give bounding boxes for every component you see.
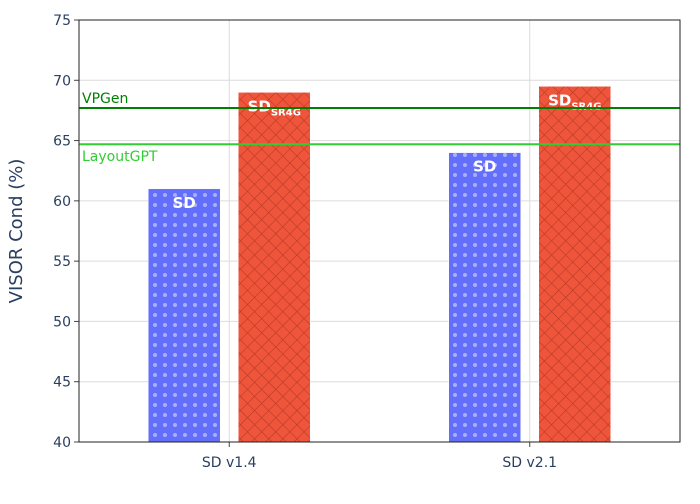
- y-tick-label: 65: [53, 134, 71, 150]
- y-tick-label: 45: [53, 375, 71, 391]
- bar: [448, 152, 521, 443]
- y-tick-label: 75: [53, 13, 71, 29]
- plot-frame: [78, 19, 681, 443]
- bar-label: SD: [173, 194, 196, 212]
- bar: [148, 188, 221, 443]
- x-tick-label: SD v1.4: [202, 455, 257, 471]
- bar-label: SDSR4G: [548, 91, 601, 112]
- bar-label: SDSR4G: [248, 97, 301, 118]
- y-tick-label: 55: [53, 254, 71, 270]
- x-tick-label: SD v2.1: [502, 455, 557, 471]
- bar-label: SD: [473, 158, 496, 176]
- reference-line-label: VPGen: [82, 91, 128, 107]
- bar: [238, 92, 311, 443]
- reference-line-layer: VPGen LayoutGPT: [79, 91, 680, 165]
- y-axis-title: VISOR Cond (%): [6, 159, 27, 304]
- bar-layer: SD SD SDSR4G SDSR4G: [148, 86, 611, 443]
- reference-line-label: LayoutGPT: [82, 149, 158, 165]
- y-tick-label: 70: [53, 73, 71, 89]
- y-tick-label: 60: [53, 194, 71, 210]
- y-tick-label: 40: [53, 435, 71, 451]
- bar: [538, 86, 611, 443]
- axis-layer: 40 45 50 55 60 65 70 75 SD v1.4 SD v2.1: [53, 13, 681, 471]
- y-tick-label: 50: [53, 314, 71, 330]
